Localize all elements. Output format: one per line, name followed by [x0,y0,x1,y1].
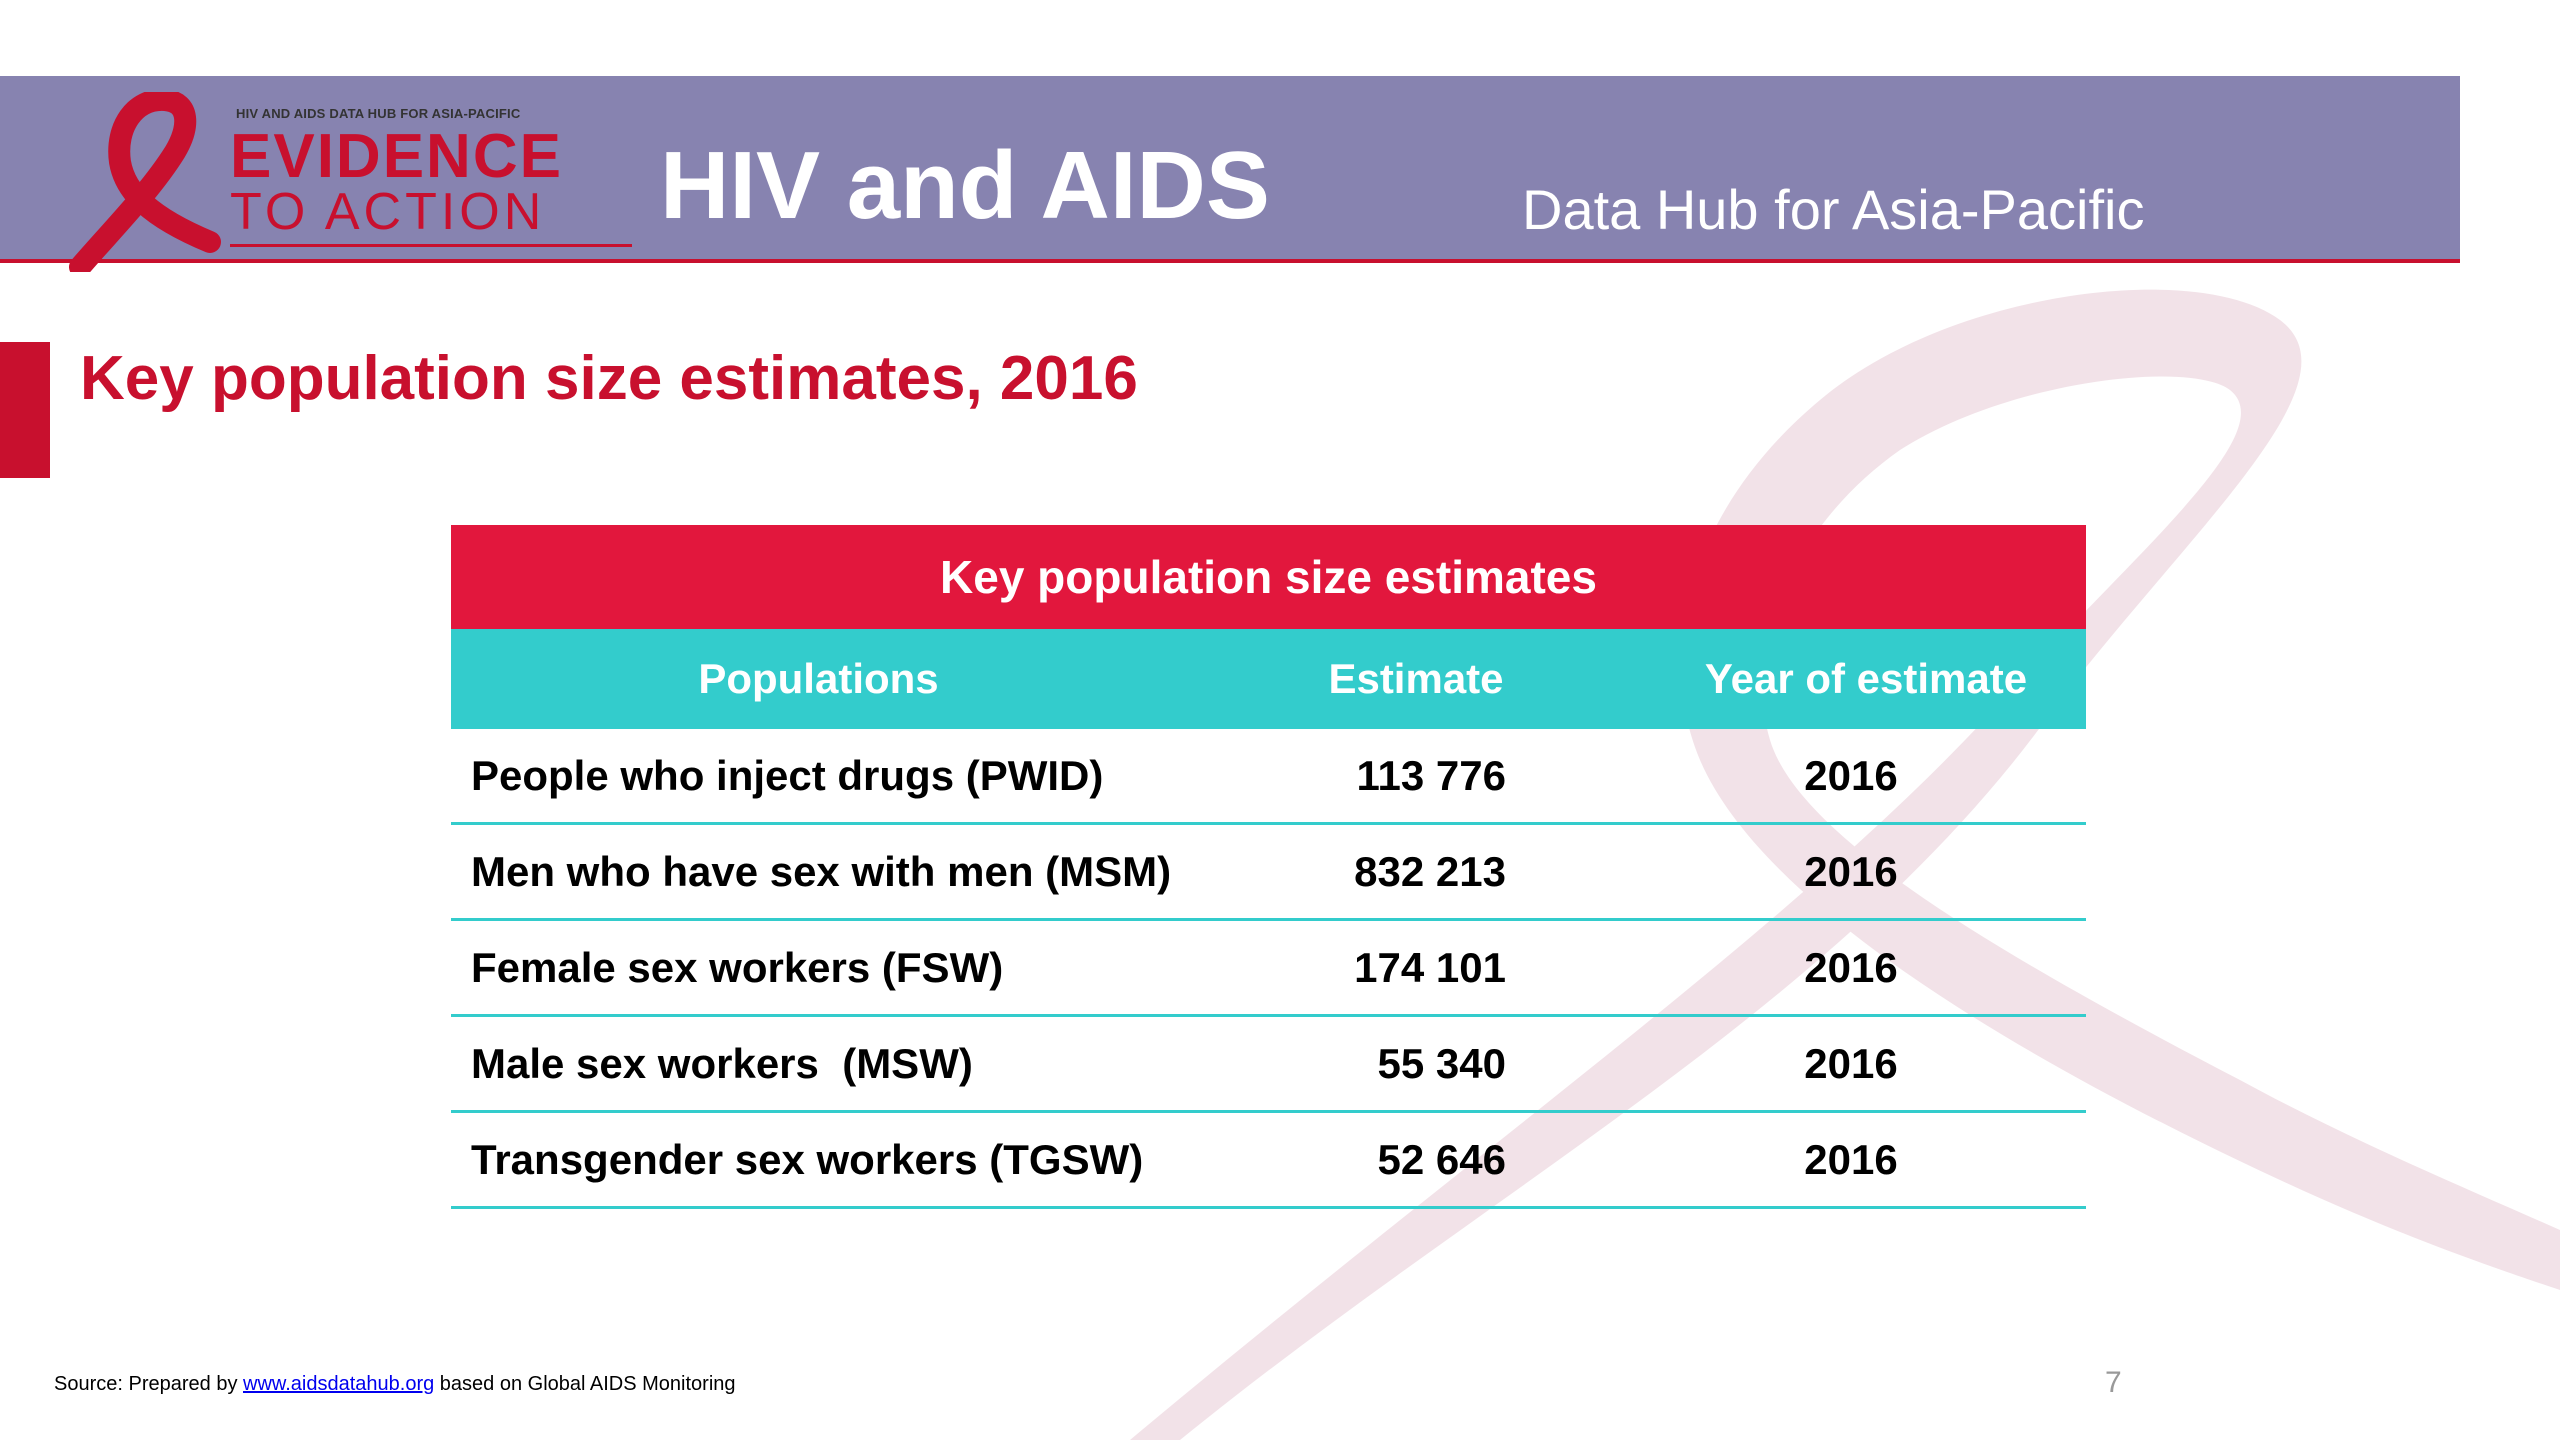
population-cell: Transgender sex workers (TGSW) [471,1135,1144,1183]
table-header-row: Populations Estimate Year of estimate [451,629,2086,729]
source-link[interactable]: www.aidsdatahub.org [243,1373,435,1395]
table-row: People who inject drugs (PWID) 113 776 2… [451,729,2086,825]
red-ribbon-icon [69,92,221,272]
column-header-year: Year of estimate [1704,655,2028,702]
source-note: Source: Prepared by www.aidsdatahub.org … [54,1373,736,1396]
year-cell: 2016 [1804,847,1898,895]
column-header-populations: Populations [698,655,939,702]
logo-evidence-text: EVIDENCE [230,122,563,191]
column-header-estimate: Estimate [1328,655,1504,702]
title-accent-bar [0,342,50,478]
logo-to-action-text: TO ACTION [230,183,546,241]
header-bar: HIV AND AIDS DATA HUB FOR ASIA-PACIFIC E… [0,76,2460,272]
slide-title: Key population size estimates, 2016 [80,344,1138,413]
table-row: Male sex workers (MSW) 55 340 2016 [451,1017,2086,1113]
year-cell: 2016 [1804,1039,1898,1087]
estimate-cell: 832 213 [1354,847,1506,895]
table-row: Transgender sex workers (TGSW) 52 646 20… [451,1113,2086,1209]
estimate-cell: 174 101 [1354,943,1506,991]
estimate-cell: 113 776 [1356,751,1506,799]
year-cell: 2016 [1804,943,1898,991]
header-subtitle: Data Hub for Asia-Pacific [1522,178,2145,241]
year-cell: 2016 [1804,751,1898,799]
table-row: Female sex workers (FSW) 174 101 2016 [451,921,2086,1017]
logo-tagline: HIV AND AIDS DATA HUB FOR ASIA-PACIFIC [236,106,521,121]
year-cell: 2016 [1804,1135,1898,1183]
population-cell: Male sex workers (MSW) [471,1039,973,1087]
source-prefix: Source: Prepared by [54,1373,243,1395]
header-title: HIV and AIDS [660,132,1270,239]
evidence-to-action-logo: HIV AND AIDS DATA HUB FOR ASIA-PACIFIC E… [40,92,632,272]
table-caption: Key population size estimates [451,525,2086,629]
population-cell: Female sex workers (FSW) [471,943,1004,991]
page-number: 7 [2105,1366,2122,1399]
table-row: Men who have sex with men (MSM) 832 213 … [451,825,2086,921]
population-cell: People who inject drugs (PWID) [471,751,1104,799]
estimate-cell: 52 646 [1377,1135,1506,1183]
population-cell: Men who have sex with men (MSM) [471,847,1172,895]
estimate-cell: 55 340 [1377,1039,1506,1087]
logo-rule [230,244,632,247]
key-population-table: Key population size estimates Population… [451,525,2086,1209]
source-suffix: based on Global AIDS Monitoring [434,1373,736,1395]
